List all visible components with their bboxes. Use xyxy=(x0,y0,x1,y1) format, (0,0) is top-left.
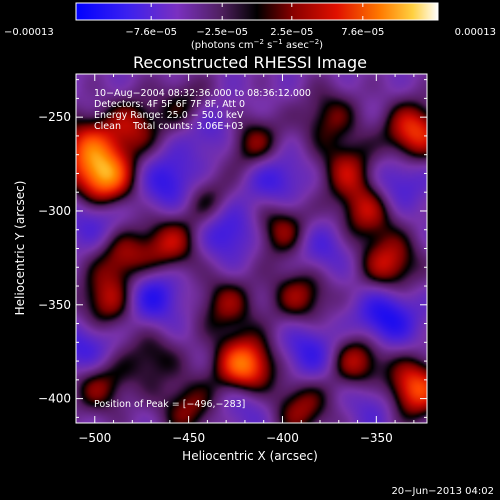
colorbar-tick-labels: −0.00013 −7.6e−05 −2.5e−05 2.5e−05 7.6e−05 0.… xyxy=(4,27,496,38)
colorbar-tick-label: 0.00013 xyxy=(455,27,496,38)
colorbar-tick-label: 2.5e−05 xyxy=(270,27,313,38)
axis-tick-labels: −500 −450 −400 −350 −250 −300 −350 −400 xyxy=(38,110,393,445)
y-tick-label: −300 xyxy=(38,204,71,218)
colorbar-gradient xyxy=(75,2,439,21)
y-tick-label: −400 xyxy=(38,392,71,406)
clean-counts-text: Clean Total counts: 3.06E+03 xyxy=(94,121,243,132)
colorbar-tick-label: −0.00013 xyxy=(4,27,54,38)
time-range-text: 10−Aug−2004 08:32:36.000 to 08:36:12.000 xyxy=(94,88,311,99)
plot-area: −500 −450 −400 −350 −250 −300 −350 −400 xyxy=(38,73,428,445)
colorbar-tick-label: −2.5e−05 xyxy=(196,27,248,38)
generation-date: 20−Jun−2013 04:02 xyxy=(391,486,494,497)
colorbar-tick-label: −7.6e−05 xyxy=(125,27,177,38)
y-tick-label: −350 xyxy=(38,298,71,312)
axis-ticks xyxy=(76,74,427,423)
x-tick-label: −500 xyxy=(78,431,111,445)
chart-title: Reconstructed RHESSI Image xyxy=(133,53,367,72)
colorbar-tick-label: 7.6e−05 xyxy=(341,27,384,38)
colorbar: −0.00013 −7.6e−05 −2.5e−05 2.5e−05 7.6e−05 0.… xyxy=(4,2,496,51)
colorbar-unit-label: (photons cm−2 s−1 asec−2) xyxy=(191,38,323,51)
x-axis-title: Heliocentric X (arcsec) xyxy=(182,449,318,463)
x-tick-label: −350 xyxy=(360,431,393,445)
detectors-text: Detectors: 4F 5F 6F 7F 8F, Att 0 xyxy=(94,99,245,110)
x-tick-label: −400 xyxy=(266,431,299,445)
heatmap-image xyxy=(76,74,427,423)
x-tick-label: −450 xyxy=(172,431,205,445)
energy-range-text: Energy Range: 25.0 − 50.0 keV xyxy=(94,110,244,121)
y-axis-title: Heliocentric Y (arcsec) xyxy=(13,181,27,316)
colorbar-ticks xyxy=(75,3,439,20)
y-tick-label: −250 xyxy=(38,110,71,124)
observation-info: 10−Aug−2004 08:32:36.000 to 08:36:12.000… xyxy=(94,88,311,410)
peak-position-text: Position of Peak = [−496,−283] xyxy=(94,399,245,410)
